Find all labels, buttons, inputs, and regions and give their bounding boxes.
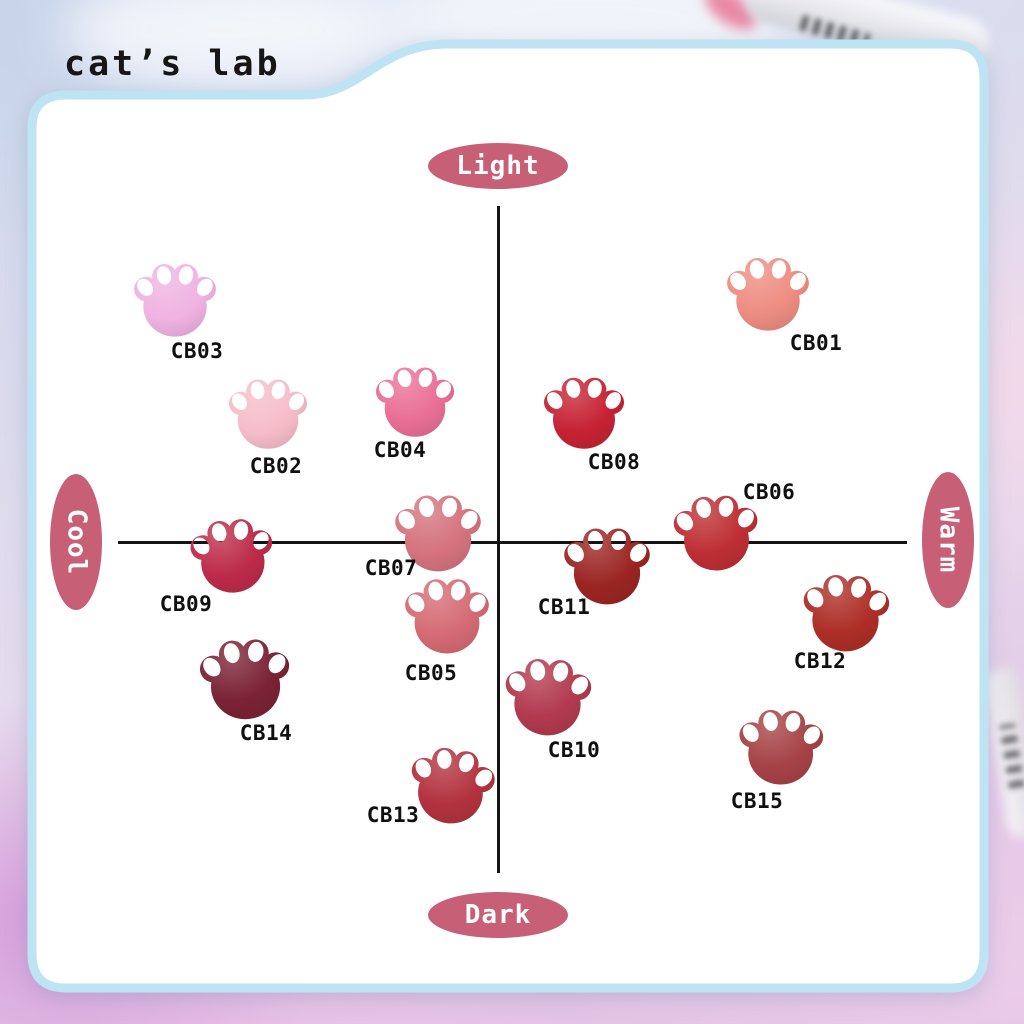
paw-swatch-CB05	[402, 568, 492, 658]
axis-label-dark: Dark	[428, 892, 568, 938]
paw-swatch-CB07	[392, 484, 484, 576]
brand-logo: cat’s lab	[64, 44, 281, 84]
shade-label-CB11: CB11	[537, 595, 591, 619]
paw-swatch-CB03	[131, 253, 219, 341]
paw-swatch-CB08	[541, 367, 627, 453]
shade-label-CB05: CB05	[404, 661, 458, 685]
vertical-axis-line	[497, 206, 500, 873]
shade-label-CB15: CB15	[730, 789, 784, 813]
axis-label-dark-text: Dark	[464, 900, 532, 930]
shade-label-CB07: CB07	[364, 556, 418, 580]
paw-swatch-CB11	[561, 517, 653, 609]
paw-swatch-CB14	[194, 625, 296, 727]
shade-label-CB02: CB02	[249, 454, 303, 478]
shade-label-CB14: CB14	[239, 721, 293, 745]
shade-label-CB10: CB10	[547, 738, 601, 762]
shade-label-CB12: CB12	[793, 649, 847, 673]
paw-swatch-CB13	[400, 731, 504, 835]
horizontal-axis-line	[118, 541, 907, 544]
axis-label-light-text: Light	[456, 151, 540, 181]
paw-swatch-CB04	[373, 357, 457, 441]
paw-swatch-CB02	[226, 369, 310, 453]
axis-label-cool: Cool	[50, 474, 102, 610]
axis-label-warm: Warm	[922, 472, 974, 608]
axis-label-cool-text: Cool	[61, 508, 91, 576]
paw-swatch-CB15	[734, 697, 828, 791]
shade-label-CB01: CB01	[789, 331, 843, 355]
shade-label-CB08: CB08	[587, 450, 641, 474]
shade-label-CB13: CB13	[366, 803, 420, 827]
axis-label-light: Light	[428, 143, 568, 189]
paw-swatch-CB09	[184, 505, 280, 601]
shade-label-CB03: CB03	[170, 339, 224, 363]
paw-swatch-CB06	[668, 482, 764, 578]
axis-label-warm-text: Warm	[933, 506, 963, 574]
shade-label-CB06: CB06	[742, 480, 796, 504]
paw-swatch-CB01	[724, 247, 812, 335]
shade-label-CB09: CB09	[159, 592, 213, 616]
paw-swatch-CB10	[499, 645, 597, 743]
paw-swatch-CB12	[797, 561, 895, 659]
shade-label-CB04: CB04	[373, 438, 427, 462]
